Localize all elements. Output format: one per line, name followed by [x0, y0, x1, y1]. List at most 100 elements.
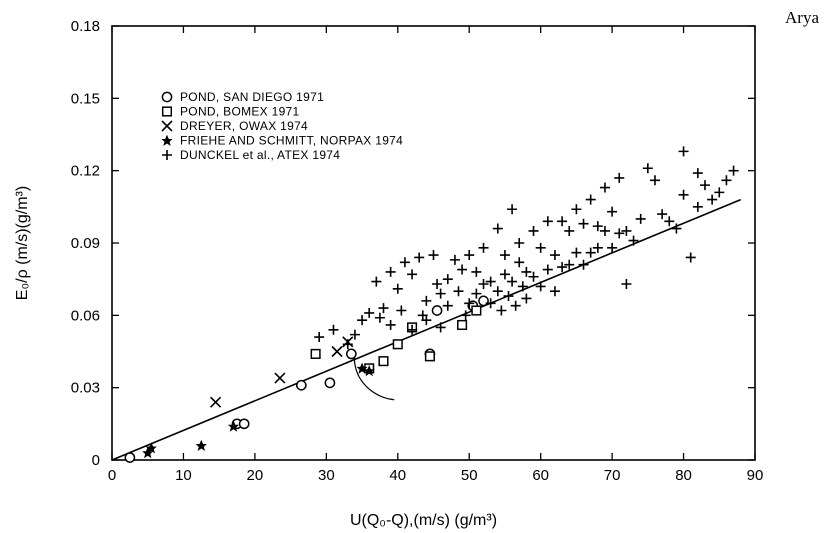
data-point-plus	[514, 238, 525, 248]
x-tick-label: 40	[389, 467, 406, 484]
data-point-plus	[557, 216, 568, 227]
data-point-plus	[614, 228, 625, 239]
series-star	[142, 362, 375, 459]
data-point-plus	[578, 259, 589, 270]
data-point-plus	[314, 332, 325, 343]
data-point-plus	[407, 269, 418, 280]
data-point-star	[363, 365, 375, 377]
series-square	[310, 305, 482, 374]
data-point-plus	[521, 266, 532, 277]
x-tick-label: 20	[247, 467, 264, 484]
data-point-circle	[324, 377, 336, 389]
data-point-plus	[374, 312, 385, 323]
data-point-x	[210, 396, 222, 408]
y-tick-label: 0.18	[71, 18, 100, 35]
data-point-square	[310, 348, 321, 359]
data-point-plus	[485, 298, 496, 309]
data-point-plus	[599, 182, 610, 193]
data-point-plus	[685, 252, 696, 263]
series-x	[210, 336, 354, 408]
data-point-plus	[432, 278, 443, 289]
data-point-plus	[692, 201, 703, 212]
data-point-plus	[460, 310, 471, 321]
data-point-plus	[592, 221, 603, 232]
data-point-plus	[664, 216, 675, 227]
data-point-circle	[345, 348, 357, 360]
data-point-plus	[496, 305, 507, 316]
x-tick-label: 60	[532, 467, 549, 484]
data-point-plus	[721, 175, 732, 186]
data-point-plus	[485, 276, 496, 287]
data-point-plus	[457, 264, 468, 275]
data-point-plus	[614, 172, 625, 183]
data-point-plus	[699, 180, 710, 191]
data-point-plus	[649, 175, 660, 186]
data-point-plus	[492, 286, 503, 297]
data-point-plus	[578, 218, 589, 229]
fit-line	[111, 198, 742, 461]
legend-marker-x	[161, 120, 173, 132]
data-point-plus	[671, 223, 682, 234]
data-point-plus	[714, 187, 725, 198]
x-tick-label: 70	[604, 467, 621, 484]
data-point-plus	[571, 247, 582, 258]
data-point-square	[378, 356, 389, 367]
data-points	[124, 146, 739, 463]
y-tick-label: 0.06	[71, 307, 100, 324]
data-point-plus	[499, 269, 510, 280]
data-point-plus	[542, 216, 553, 227]
data-point-plus	[521, 293, 532, 304]
data-point-plus	[407, 324, 418, 335]
x-tick-label: 0	[108, 467, 116, 484]
data-point-plus	[607, 206, 618, 217]
data-point-plus	[464, 250, 475, 261]
data-point-plus	[592, 242, 603, 253]
data-point-plus	[678, 146, 689, 157]
data-point-plus	[642, 163, 653, 174]
fit-line-group	[111, 198, 742, 461]
data-point-plus	[442, 300, 453, 311]
data-point-circle	[478, 295, 489, 307]
data-point-plus	[357, 315, 368, 326]
y-tick-label: 0.12	[71, 163, 100, 180]
data-point-plus	[528, 225, 539, 236]
legend-label: DREYER, OWAX 1974	[180, 119, 308, 133]
data-point-plus	[535, 281, 546, 292]
y-tick-label: 0.09	[71, 235, 100, 252]
data-point-plus	[399, 257, 410, 268]
data-point-square	[471, 305, 482, 316]
legend-marker-square	[161, 106, 173, 117]
x-axis-title: U(Q₀-Q),(m/s) (g/m³)	[350, 512, 497, 529]
data-point-star	[142, 446, 154, 459]
legend-label: DUNCKEL et al., ATEX 1974	[180, 148, 340, 162]
data-point-plus	[428, 250, 439, 261]
data-point-plus	[342, 339, 353, 350]
data-point-square	[457, 319, 468, 331]
data-point-plus	[557, 262, 568, 273]
x-tick-label: 30	[318, 467, 335, 484]
data-point-plus	[599, 225, 610, 236]
data-point-plus	[535, 242, 546, 253]
data-point-plus	[692, 168, 703, 179]
data-point-plus	[442, 274, 453, 285]
data-point-plus	[435, 288, 446, 299]
data-point-plus	[621, 278, 632, 289]
data-point-plus	[378, 303, 389, 314]
data-point-star	[145, 442, 157, 454]
data-point-circle	[295, 379, 307, 391]
data-point-plus	[371, 276, 382, 287]
data-point-plus	[392, 283, 403, 294]
data-point-plus	[517, 281, 528, 292]
data-point-plus	[507, 276, 518, 287]
data-point-plus	[492, 223, 503, 234]
data-point-plus	[657, 209, 668, 220]
data-point-circle	[431, 305, 443, 316]
data-point-plus	[728, 165, 739, 176]
data-point-plus	[549, 250, 560, 261]
data-point-plus	[478, 278, 489, 289]
y-axis-title: E₀/ρ (m/s)(g/m³)	[14, 186, 31, 300]
axes: 0 10 20 30 40 50 60 70 80 90 0 0.03 0.06 0.09 0.12 0.15…	[14, 18, 763, 529]
data-point-plus	[507, 204, 518, 215]
data-point-plus	[510, 300, 521, 311]
data-point-plus	[453, 286, 464, 297]
